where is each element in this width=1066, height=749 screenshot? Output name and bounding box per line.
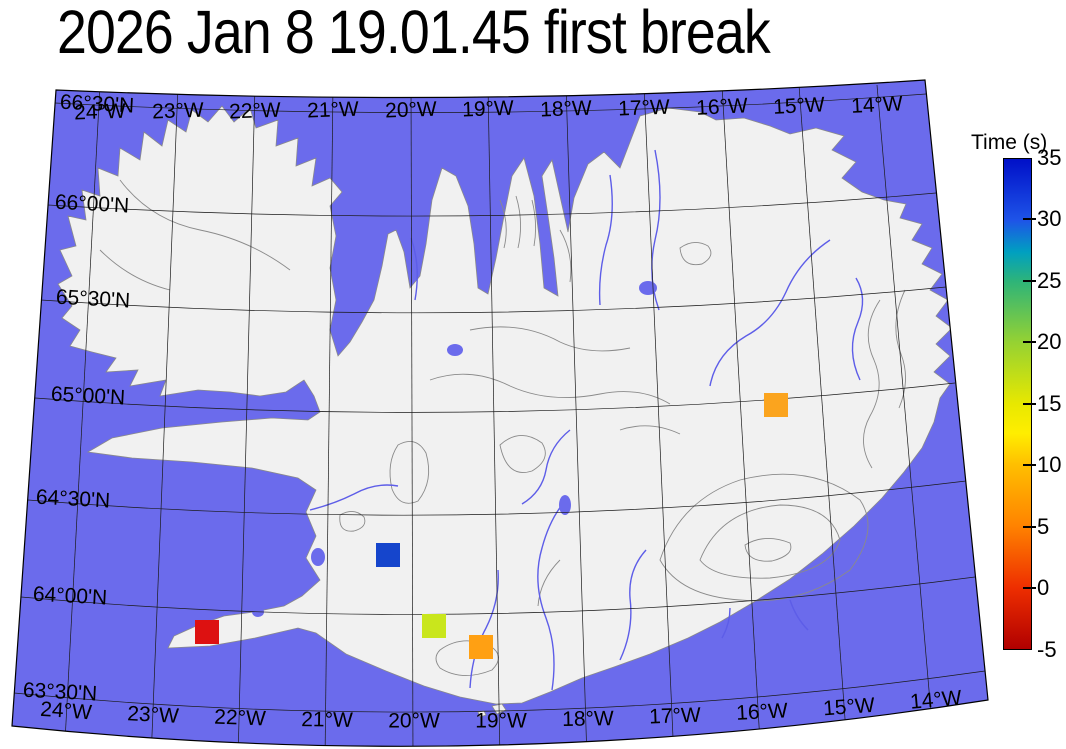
colorbar-tick — [1023, 280, 1036, 282]
lat-label: 64°30'N — [35, 486, 110, 513]
lat-label: 65°00'N — [50, 383, 125, 410]
colorbar-title: Time (s) — [971, 131, 1048, 154]
colorbar-tick — [1023, 218, 1036, 220]
station-marker — [422, 614, 446, 638]
lon-label: 21°W — [301, 708, 353, 732]
map-frame — [11, 79, 989, 747]
lon-label: 19°W — [475, 710, 527, 733]
lon-label: 22°W — [214, 706, 267, 731]
lon-label: 16°W — [696, 94, 749, 120]
lon-label: 15°W — [773, 93, 826, 119]
colorbar-tick — [1023, 341, 1036, 343]
graticule-meridian — [63, 84, 101, 747]
lon-label: 17°W — [618, 96, 671, 121]
colorbar-tick-label: -5 — [1037, 637, 1057, 662]
graticule-parallel — [20, 576, 976, 615]
lat-label: 66°00'N — [54, 191, 129, 218]
graticule-meridian — [237, 84, 256, 747]
lat-label: 63°30'N — [22, 679, 97, 706]
colorbar-tick-label: 5 — [1037, 514, 1050, 539]
colorbar-tick-label: 30 — [1037, 206, 1062, 231]
lakes — [252, 281, 657, 617]
lat-label: 64°00'N — [32, 583, 107, 610]
station-marker — [469, 635, 493, 659]
lon-label: 17°W — [649, 704, 702, 729]
lon-label: 19°W — [462, 97, 515, 122]
colorbar-tick-label: 25 — [1037, 268, 1062, 293]
lon-label: 15°W — [822, 694, 875, 721]
colorbar-tick-label: 15 — [1037, 391, 1062, 416]
colorbar-tick — [1023, 464, 1036, 466]
lon-label: 14°W — [909, 686, 963, 713]
colorbar-tick — [1023, 587, 1036, 589]
graticule-meridian — [798, 84, 849, 747]
lon-label: 20°W — [385, 98, 438, 123]
colorbar-tick-label: 35 — [1037, 145, 1062, 170]
graticule-meridian — [487, 84, 501, 747]
lon-label: 16°W — [736, 699, 789, 725]
graticule-parallel — [40, 286, 947, 314]
graticule-meridian — [721, 84, 762, 747]
colorbar-tick-label: 10 — [1037, 452, 1062, 477]
rivers — [309, 149, 864, 691]
lon-labels-bottom: 24°W 23°W 22°W 21°W 20°W 19°W 18°W 17°W … — [40, 686, 963, 732]
station-markers — [195, 393, 788, 659]
colorbar-tick — [1023, 403, 1036, 405]
colorbar-tick — [1023, 526, 1036, 528]
iceland-coastline — [57, 105, 953, 705]
graticule — [13, 84, 986, 747]
lon-label: 24°W — [40, 698, 93, 725]
graticule-meridian — [876, 84, 936, 747]
lon-label: 18°W — [562, 707, 614, 731]
lon-label: 21°W — [307, 98, 360, 123]
graticule-meridian — [565, 84, 588, 747]
colorbar-tick-label: 0 — [1037, 575, 1050, 600]
graticule-parallel — [27, 480, 967, 516]
graticule-meridian — [150, 84, 179, 747]
graticule-meridian — [643, 84, 675, 747]
colorbar-tick-label: 20 — [1037, 329, 1062, 354]
station-marker — [376, 543, 400, 567]
lon-label: 20°W — [388, 710, 440, 733]
station-marker — [764, 393, 788, 417]
lat-label: 66°30'N — [59, 91, 134, 118]
lon-label: 18°W — [540, 97, 593, 122]
lat-label: 65°30'N — [55, 286, 130, 313]
lon-label: 22°W — [229, 99, 282, 124]
plot-title: 2026 Jan 8 19.01.45 first break — [57, 0, 771, 66]
graticule-parallel — [13, 670, 986, 713]
lon-label: 14°W — [851, 92, 904, 118]
station-marker — [195, 620, 219, 644]
graticule-parallel — [47, 192, 937, 217]
graticule-parallel — [54, 93, 927, 113]
graticule-meridian — [324, 84, 334, 747]
lon-label: 23°W — [127, 702, 180, 728]
graticule-parallel — [34, 382, 956, 413]
contour-lines — [99, 179, 906, 676]
graticule-meridian — [410, 84, 414, 747]
lon-label: 23°W — [152, 99, 205, 124]
lon-labels-top: 24°W 23°W 22°W 21°W 20°W 19°W 18°W 17°W … — [74, 92, 904, 124]
lon-label: 24°W — [74, 100, 127, 125]
lat-labels: 66°30'N 66°00'N 65°30'N 65°00'N 64°30'N … — [22, 91, 134, 706]
